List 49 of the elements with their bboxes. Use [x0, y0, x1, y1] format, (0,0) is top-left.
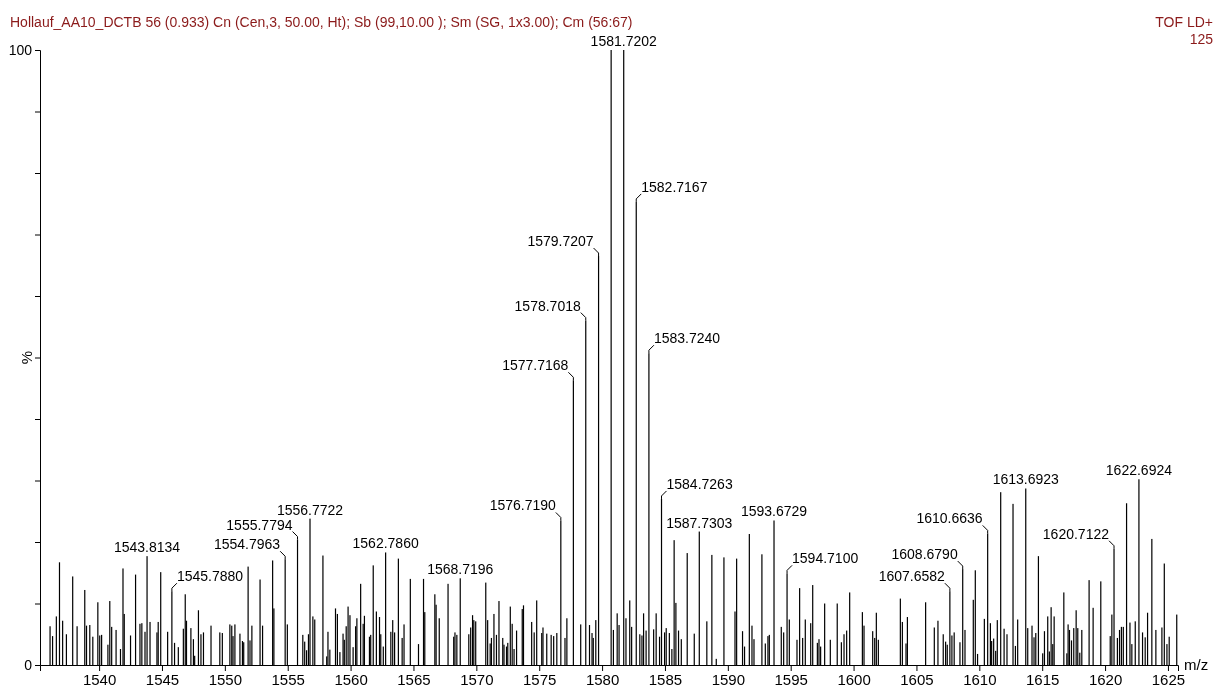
x-tick-label: 1605 — [900, 670, 934, 688]
x-tick-label: 1590 — [711, 670, 746, 688]
annotation: 1594.7100 — [792, 550, 859, 567]
text: 125 — [1189, 31, 1214, 47]
annotation: 1582.7167 — [641, 178, 708, 195]
annotation: 1545.7880 — [176, 568, 244, 585]
annotation: 1554.7963 — [213, 536, 281, 553]
text: TOF LD+ — [1155, 14, 1213, 30]
annotation: 1607.6582 — [878, 568, 946, 585]
annotation: 1555.7794 — [226, 516, 293, 533]
y-tick-label: 0 — [24, 656, 33, 673]
annotation: 1593.6729 — [740, 503, 808, 520]
x-tick-label: 1620 — [1088, 670, 1123, 688]
annotation: 1577.7168 — [502, 357, 569, 374]
x-tick-label: 1540 — [82, 670, 117, 688]
annotation: 1584.7263 — [666, 475, 733, 492]
annotation: 1562.7860 — [352, 535, 419, 552]
x-tick-label: 1580 — [585, 670, 620, 688]
annotation: 1576.7190 — [489, 497, 557, 514]
x-tick-label: 1555 — [271, 670, 305, 688]
y-axis-title: % — [18, 350, 35, 365]
annotation: 1581.7202 — [590, 33, 658, 49]
annotation: 1620.7122 — [1042, 525, 1110, 542]
annotation: 1579.7207 — [527, 233, 594, 250]
annotation: 1556.7722 — [276, 501, 344, 518]
x-tick-label: 1585 — [648, 670, 683, 688]
x-tick-label: 1615 — [1026, 670, 1060, 688]
x-tick-label: 1600 — [837, 670, 871, 688]
annotation: 1608.6790 — [891, 546, 958, 563]
annotation: 1543.8134 — [113, 539, 181, 556]
x-tick-label: 1565 — [397, 670, 431, 688]
annotation: 1610.6636 — [916, 510, 983, 527]
annotation: 1587.7303 — [666, 514, 733, 531]
x-tick-label: 1625 — [1151, 670, 1186, 688]
x-tick-label: 1550 — [208, 670, 243, 688]
annotation: 1613.6923 — [992, 471, 1060, 488]
x-tick-label: 1560 — [334, 670, 368, 688]
x-tick-label: 1545 — [145, 670, 180, 688]
annotation: 1583.7240 — [653, 330, 721, 347]
x-axis-title: m/z — [1184, 656, 1209, 673]
x-tick-label: 1595 — [774, 670, 808, 688]
annotation: 1622.6924 — [1105, 462, 1173, 479]
x-tick-label: 1610 — [963, 670, 997, 688]
chart-title: Hollauf_AA10_DCTB 56 (0.933) Cn (Cen,3, 50.00, Ht); Sb (99,10.00 ); Sm (SG, 1x3.00); Cm (56:67) — [10, 14, 633, 30]
y-tick-label: 100 — [8, 41, 33, 58]
x-tick-label: 1575 — [523, 670, 557, 688]
x-tick-label: 1570 — [460, 670, 494, 688]
annotation: 1578.7018 — [514, 297, 581, 314]
annotation: 1568.7196 — [427, 561, 494, 578]
